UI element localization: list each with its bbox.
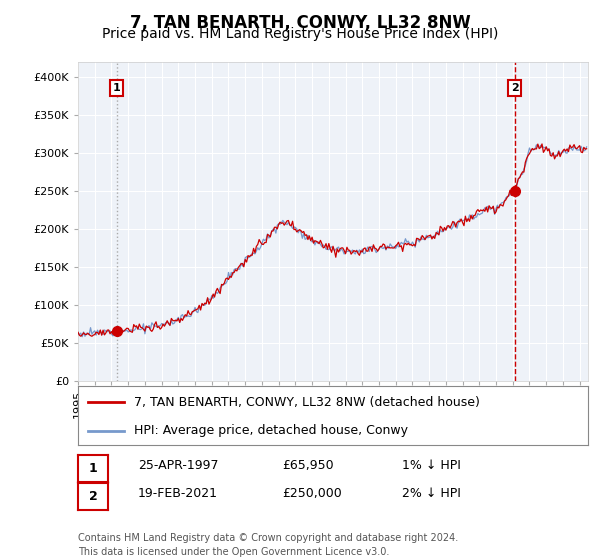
Text: 1: 1 <box>113 83 121 93</box>
Text: £250,000: £250,000 <box>282 487 342 501</box>
Text: 2: 2 <box>89 489 97 503</box>
Text: 1: 1 <box>89 461 97 475</box>
Text: 19-FEB-2021: 19-FEB-2021 <box>138 487 218 501</box>
Text: £65,950: £65,950 <box>282 459 334 473</box>
Text: HPI: Average price, detached house, Conwy: HPI: Average price, detached house, Conw… <box>134 424 408 437</box>
Text: 7, TAN BENARTH, CONWY, LL32 8NW: 7, TAN BENARTH, CONWY, LL32 8NW <box>130 14 470 32</box>
Text: 2% ↓ HPI: 2% ↓ HPI <box>402 487 461 501</box>
Text: 25-APR-1997: 25-APR-1997 <box>138 459 218 473</box>
Text: Price paid vs. HM Land Registry's House Price Index (HPI): Price paid vs. HM Land Registry's House … <box>102 27 498 41</box>
Text: Contains HM Land Registry data © Crown copyright and database right 2024.
This d: Contains HM Land Registry data © Crown c… <box>78 533 458 557</box>
Text: 2: 2 <box>511 83 518 93</box>
Text: 7, TAN BENARTH, CONWY, LL32 8NW (detached house): 7, TAN BENARTH, CONWY, LL32 8NW (detache… <box>134 396 480 409</box>
Text: 1% ↓ HPI: 1% ↓ HPI <box>402 459 461 473</box>
